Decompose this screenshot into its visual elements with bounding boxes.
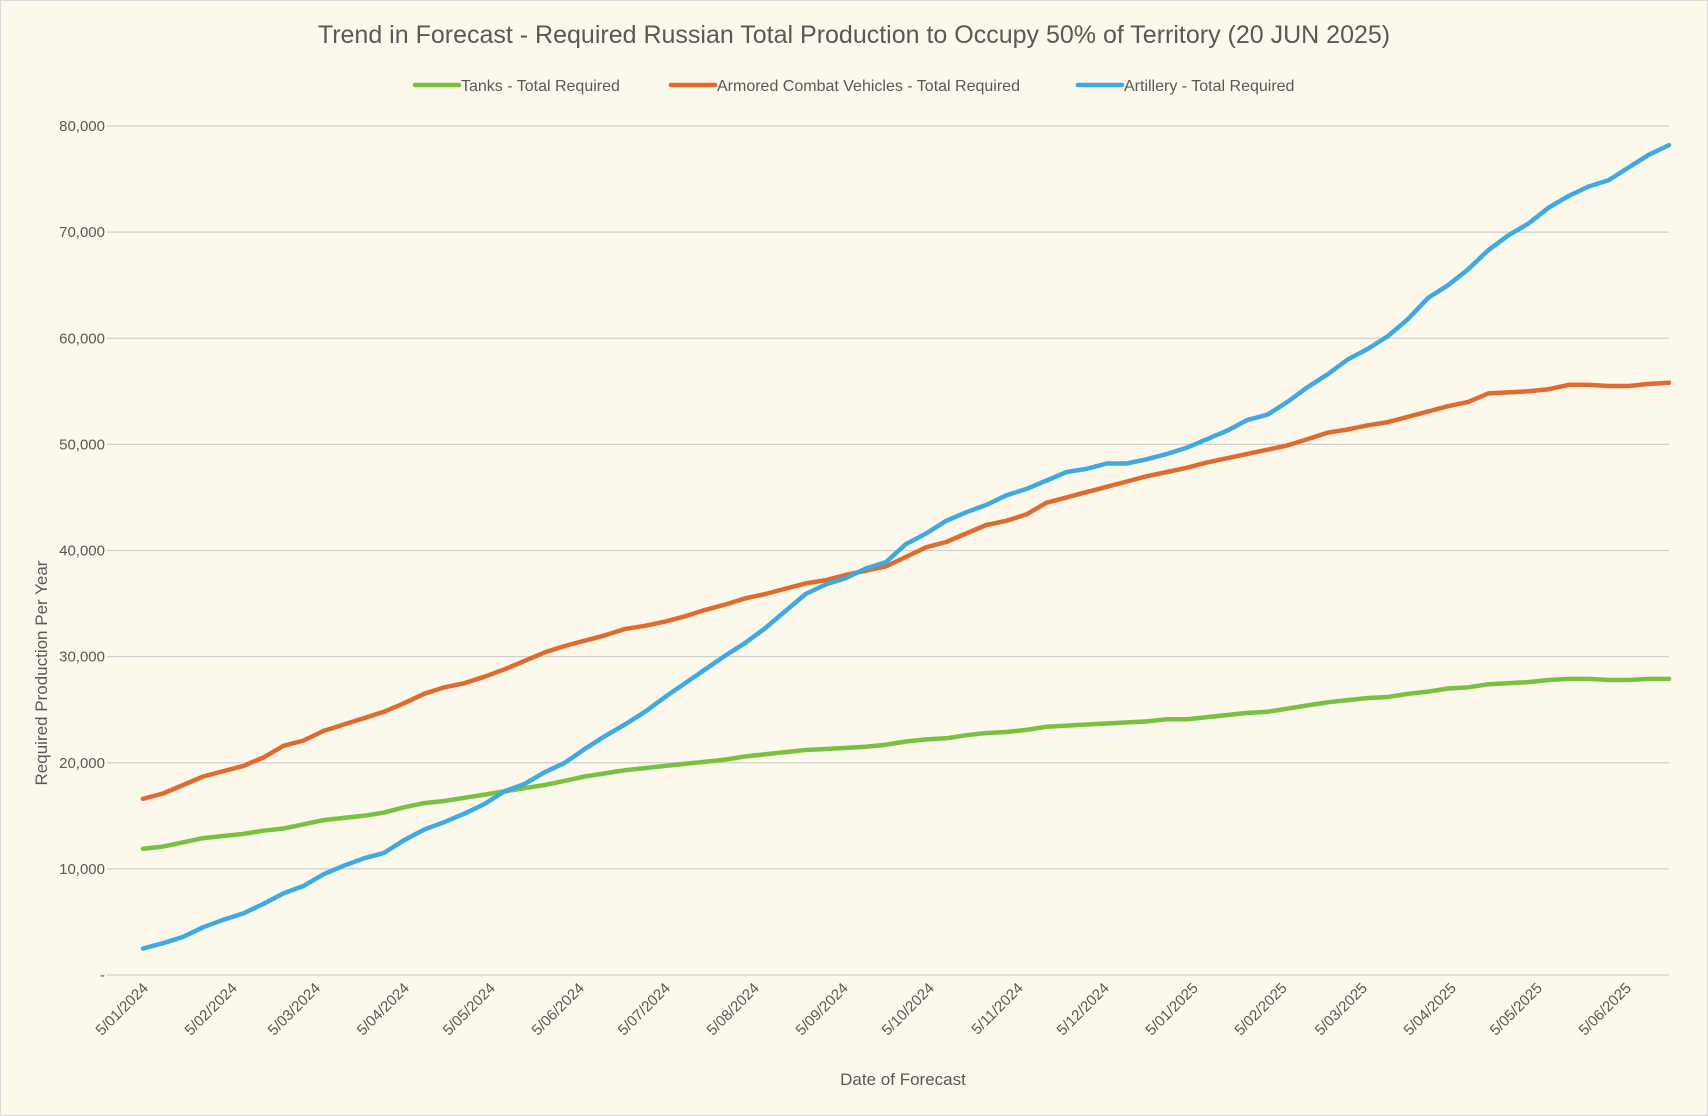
y-tick-label: 80,000: [59, 118, 105, 135]
x-tick-label: 5/02/2024: [182, 980, 241, 1039]
x-axis-ticks: 5/01/2024 5/02/2024 5/03/2024 5/04/2024 5/05…: [93, 980, 1635, 1039]
y-tick-label: 40,000: [59, 543, 105, 560]
gridlines: [107, 125, 1669, 976]
x-axis-label: Date of Forecast: [840, 1070, 966, 1089]
series-line-2: [140, 380, 1672, 802]
legend-label: Armored Combat Vehicles - Total Required: [717, 78, 1020, 95]
x-tick-label: 5/06/2025: [1576, 980, 1635, 1039]
x-tick-label: 5/04/2025: [1401, 980, 1460, 1039]
legend-label: Tanks - Total Required: [461, 78, 620, 95]
y-tick-label: -: [100, 967, 105, 984]
chart-title: Trend in Forecast - Required Russian Tot…: [318, 21, 1390, 49]
x-tick-label: 5/07/2024: [615, 980, 674, 1039]
x-tick-label: 5/04/2024: [354, 980, 413, 1039]
series-line-1: [140, 676, 1672, 851]
x-tick-label: 5/12/2024: [1054, 980, 1113, 1039]
x-tick-label: 5/01/2024: [93, 980, 152, 1039]
x-tick-label: 5/05/2024: [440, 980, 499, 1039]
y-axis-label: Required Production Per Year: [32, 560, 51, 785]
y-tick-label: 70,000: [59, 224, 105, 241]
series-line-3: [140, 142, 1672, 951]
y-tick-label: 10,000: [59, 861, 105, 878]
series-lines: [140, 142, 1672, 951]
x-tick-label: 5/08/2024: [704, 980, 763, 1039]
x-tick-label: 5/03/2024: [265, 980, 324, 1039]
legend-label: Artillery - Total Required: [1124, 78, 1294, 95]
y-tick-label: 50,000: [59, 436, 105, 453]
y-tick-label: 20,000: [59, 755, 105, 772]
y-tick-label: 30,000: [59, 649, 105, 666]
x-tick-label: 5/02/2025: [1231, 980, 1290, 1039]
y-axis-ticks: - 10,000 20,000 30,000 40,000 50,000 60,000 70,…: [59, 118, 105, 984]
x-tick-label: 5/01/2025: [1142, 980, 1201, 1039]
y-tick-label: 60,000: [59, 330, 105, 347]
legend: Tanks - Total Required Armored Combat Veh…: [412, 78, 1294, 95]
x-tick-label: 5/05/2025: [1487, 980, 1546, 1039]
x-tick-label: 5/11/2024: [968, 980, 1026, 1038]
x-tick-label: 5/09/2024: [793, 980, 852, 1039]
x-tick-label: 5/10/2024: [879, 980, 938, 1039]
x-tick-label: 5/03/2025: [1312, 980, 1371, 1039]
x-tick-label: 5/06/2024: [529, 980, 588, 1039]
